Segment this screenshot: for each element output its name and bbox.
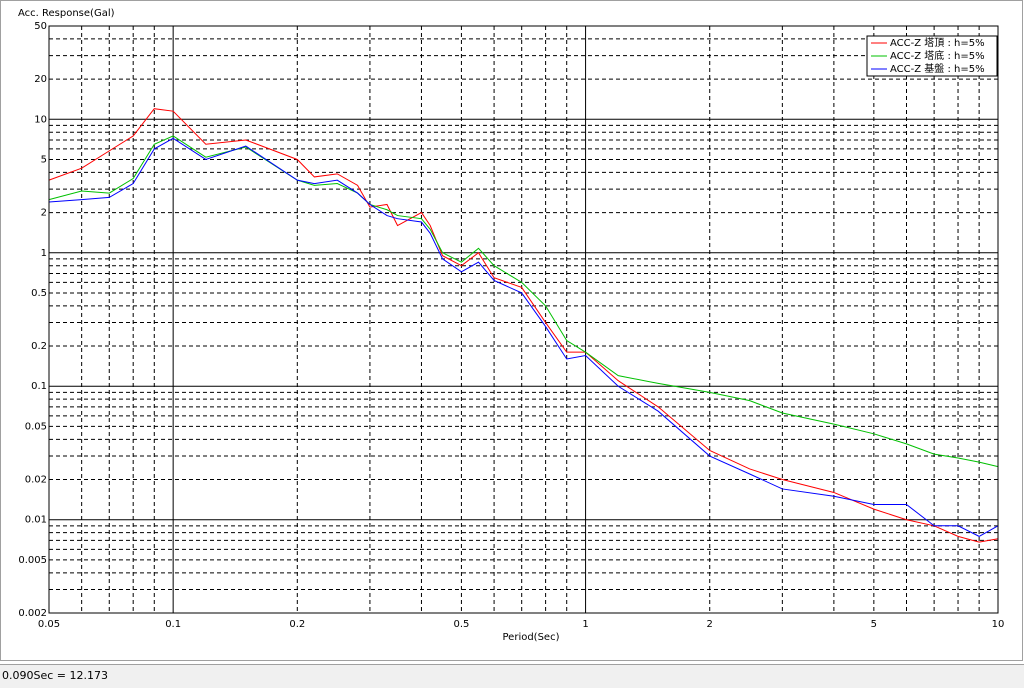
y-tick-label: 0.002	[18, 608, 47, 619]
legend-box	[866, 35, 998, 77]
y-tick-label: 5	[41, 154, 47, 165]
legend-label: ACC-Z 基盤 : h=5%	[890, 62, 985, 75]
legend-label: ACC-Z 塔底 : h=5%	[890, 49, 985, 62]
x-tick-label: 10	[992, 619, 1005, 630]
x-tick-label: 0.2	[289, 619, 305, 630]
y-tick-label: 1	[41, 248, 47, 259]
x-tick-label: 0.05	[38, 619, 60, 630]
x-tick-label: 5	[871, 619, 877, 630]
plot-border	[48, 25, 999, 614]
y-tick-label: 0.1	[31, 381, 47, 392]
y-tick-label: 20	[34, 74, 47, 85]
series-line	[48, 137, 999, 537]
x-axis-label: Period(Sec)	[503, 632, 560, 643]
x-tick-label: 0.5	[453, 619, 469, 630]
series-line	[48, 108, 999, 543]
y-tick-label: 0.01	[25, 515, 47, 526]
y-tick-label: 0.5	[31, 288, 47, 299]
x-tick-label: 2	[707, 619, 713, 630]
y-tick-label: 50	[34, 21, 47, 32]
y-tick-label: 0.005	[18, 555, 47, 566]
y-tick-label: 2	[41, 208, 47, 219]
series-line	[48, 135, 999, 468]
y-tick-label: 10	[34, 114, 47, 125]
y-axis-label: Acc. Response(Gal)	[18, 8, 115, 19]
y-tick-label: 0.2	[31, 341, 47, 352]
legend-label: ACC-Z 塔頂 : h=5%	[890, 36, 985, 49]
chart: Acc. Response(Gal) Period(Sec) ACC-Z 塔頂 …	[0, 0, 1023, 661]
x-tick-label: 1	[582, 619, 588, 630]
x-tick-label: 0.1	[165, 619, 181, 630]
status-bar: 0.090Sec = 12.173	[0, 664, 1024, 688]
y-tick-label: 0.02	[25, 475, 47, 486]
y-tick-label: 0.05	[25, 421, 47, 432]
